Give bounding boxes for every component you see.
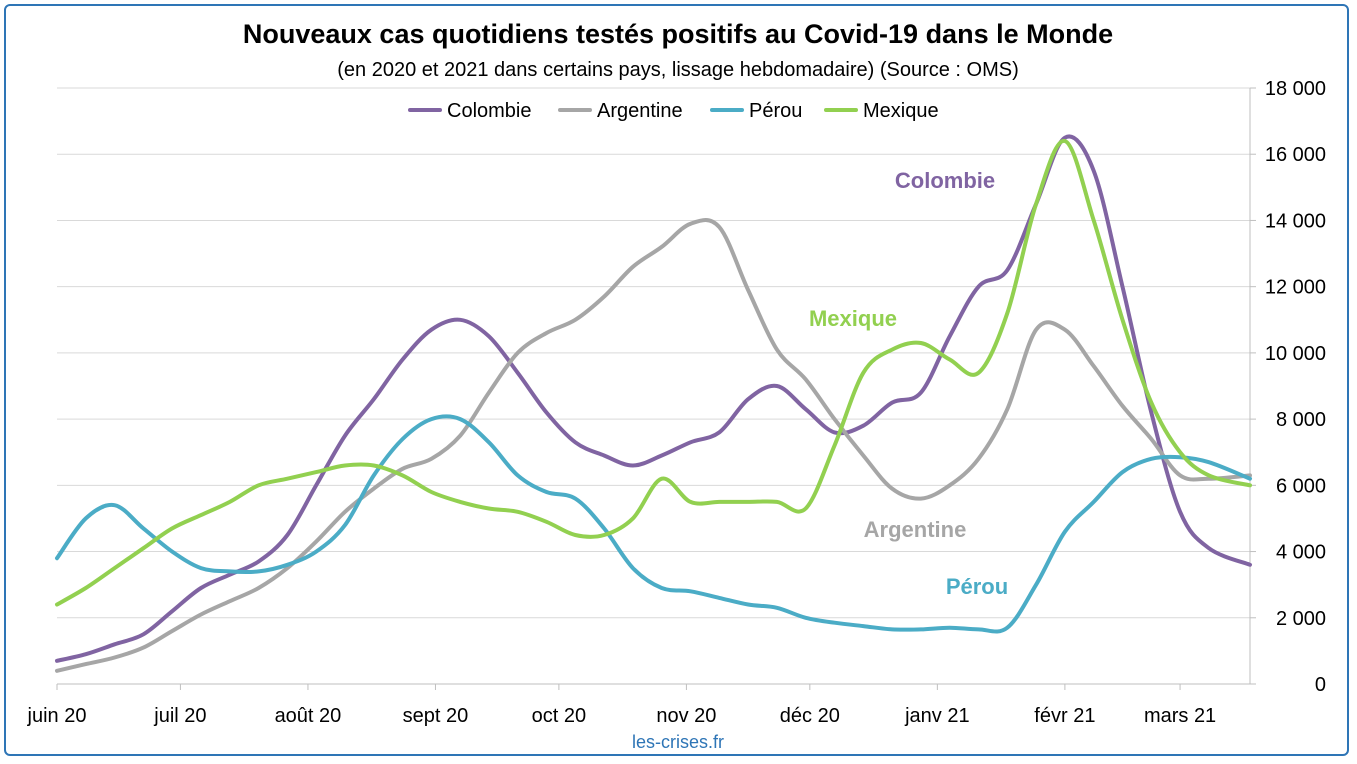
- chart-frame: [4, 4, 1349, 756]
- y-tick-label: 12 000: [1265, 277, 1326, 299]
- y-tick-label: 8 000: [1276, 409, 1326, 431]
- x-tick-label: nov 20: [656, 705, 716, 727]
- legend-label-colombie: Colombie: [447, 100, 531, 122]
- series-annotations: Colombie Argentine Mexique Pérou: [809, 168, 1008, 599]
- legend-label-perou: Pérou: [749, 100, 802, 122]
- x-tick-label: août 20: [275, 705, 342, 727]
- annotation-argentine: Argentine: [864, 517, 967, 542]
- y-tick-label: 18 000: [1265, 78, 1326, 100]
- x-tick-label: févr 21: [1034, 705, 1095, 727]
- y-tick-label: 14 000: [1265, 210, 1326, 232]
- source-label: les-crises.fr: [632, 732, 724, 752]
- x-tick-label: juin 20: [27, 705, 87, 727]
- y-tick-label: 4 000: [1276, 542, 1326, 564]
- axes: 0 2 000 4 000 6 000 8 000 10 000 12 000 14 000 1…: [27, 78, 1326, 727]
- legend-label-argentine: Argentine: [597, 100, 683, 122]
- legend: Colombie Argentine Pérou Mexique: [408, 100, 939, 122]
- x-tick-label: déc 20: [780, 705, 840, 727]
- chart-subtitle: (en 2020 et 2021 dans certains pays, lis…: [337, 59, 1018, 81]
- series-line-argentine: [55, 218, 1252, 673]
- x-tick-label: oct 20: [532, 705, 586, 727]
- annotation-perou: Pérou: [946, 574, 1008, 599]
- y-tick-label: 16 000: [1265, 144, 1326, 166]
- series-line-mexique: [55, 139, 1252, 607]
- chart-title: Nouveaux cas quotidiens testés positifs …: [243, 19, 1113, 49]
- series-lines: [55, 134, 1252, 673]
- annotation-colombie: Colombie: [895, 168, 995, 193]
- x-tick-label: janv 21: [904, 705, 970, 727]
- grid-lines: [57, 87, 1250, 619]
- y-tick-label: 10 000: [1265, 343, 1326, 365]
- y-tick-label: 0: [1315, 674, 1326, 696]
- x-tick-label: juil 20: [153, 705, 206, 727]
- y-tick-label: 6 000: [1276, 475, 1326, 497]
- x-tick-label: sept 20: [403, 705, 469, 727]
- series-line-perou: [55, 414, 1252, 634]
- y-tick-label: 2 000: [1276, 608, 1326, 630]
- x-tick-label: mars 21: [1144, 705, 1216, 727]
- series-line-colombie: [55, 134, 1252, 663]
- legend-label-mexique: Mexique: [863, 100, 939, 122]
- annotation-mexique: Mexique: [809, 306, 897, 331]
